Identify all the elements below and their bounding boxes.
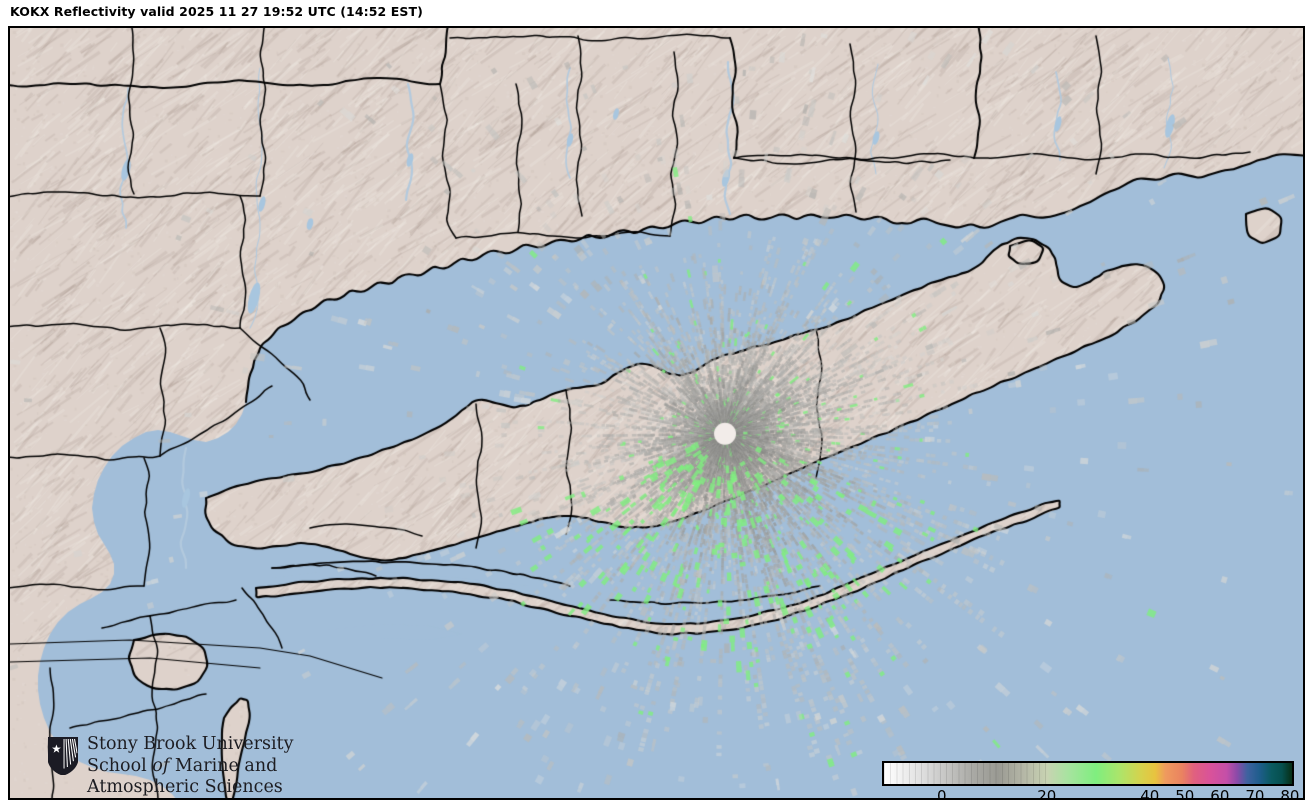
- colorbar-tick-60: 60: [1210, 787, 1230, 800]
- colorbar-tick-0: 0: [936, 787, 947, 800]
- colorbar-gradient: [882, 761, 1294, 786]
- colorbar-bin-lines: [884, 763, 1052, 784]
- colorbar-tick-70: 70: [1245, 787, 1265, 800]
- colorbar-tick-labels: 0 20 40 50 60 70 80: [882, 787, 1299, 800]
- reflectivity-colorbar[interactable]: 0 20 40 50 60 70 80: [882, 761, 1299, 800]
- radar-map-frame[interactable]: Stony Brook University School of Marine …: [8, 26, 1305, 800]
- colorbar-tick-20: 20: [1037, 787, 1057, 800]
- colorbar-tick-50: 50: [1175, 787, 1195, 800]
- page-title: KOKX Reflectivity valid 2025 11 27 19:52…: [10, 4, 423, 19]
- radar-echo-layer: [10, 28, 1303, 798]
- colorbar-tick-80: 80: [1280, 787, 1300, 800]
- colorbar-tick-40: 40: [1140, 787, 1160, 800]
